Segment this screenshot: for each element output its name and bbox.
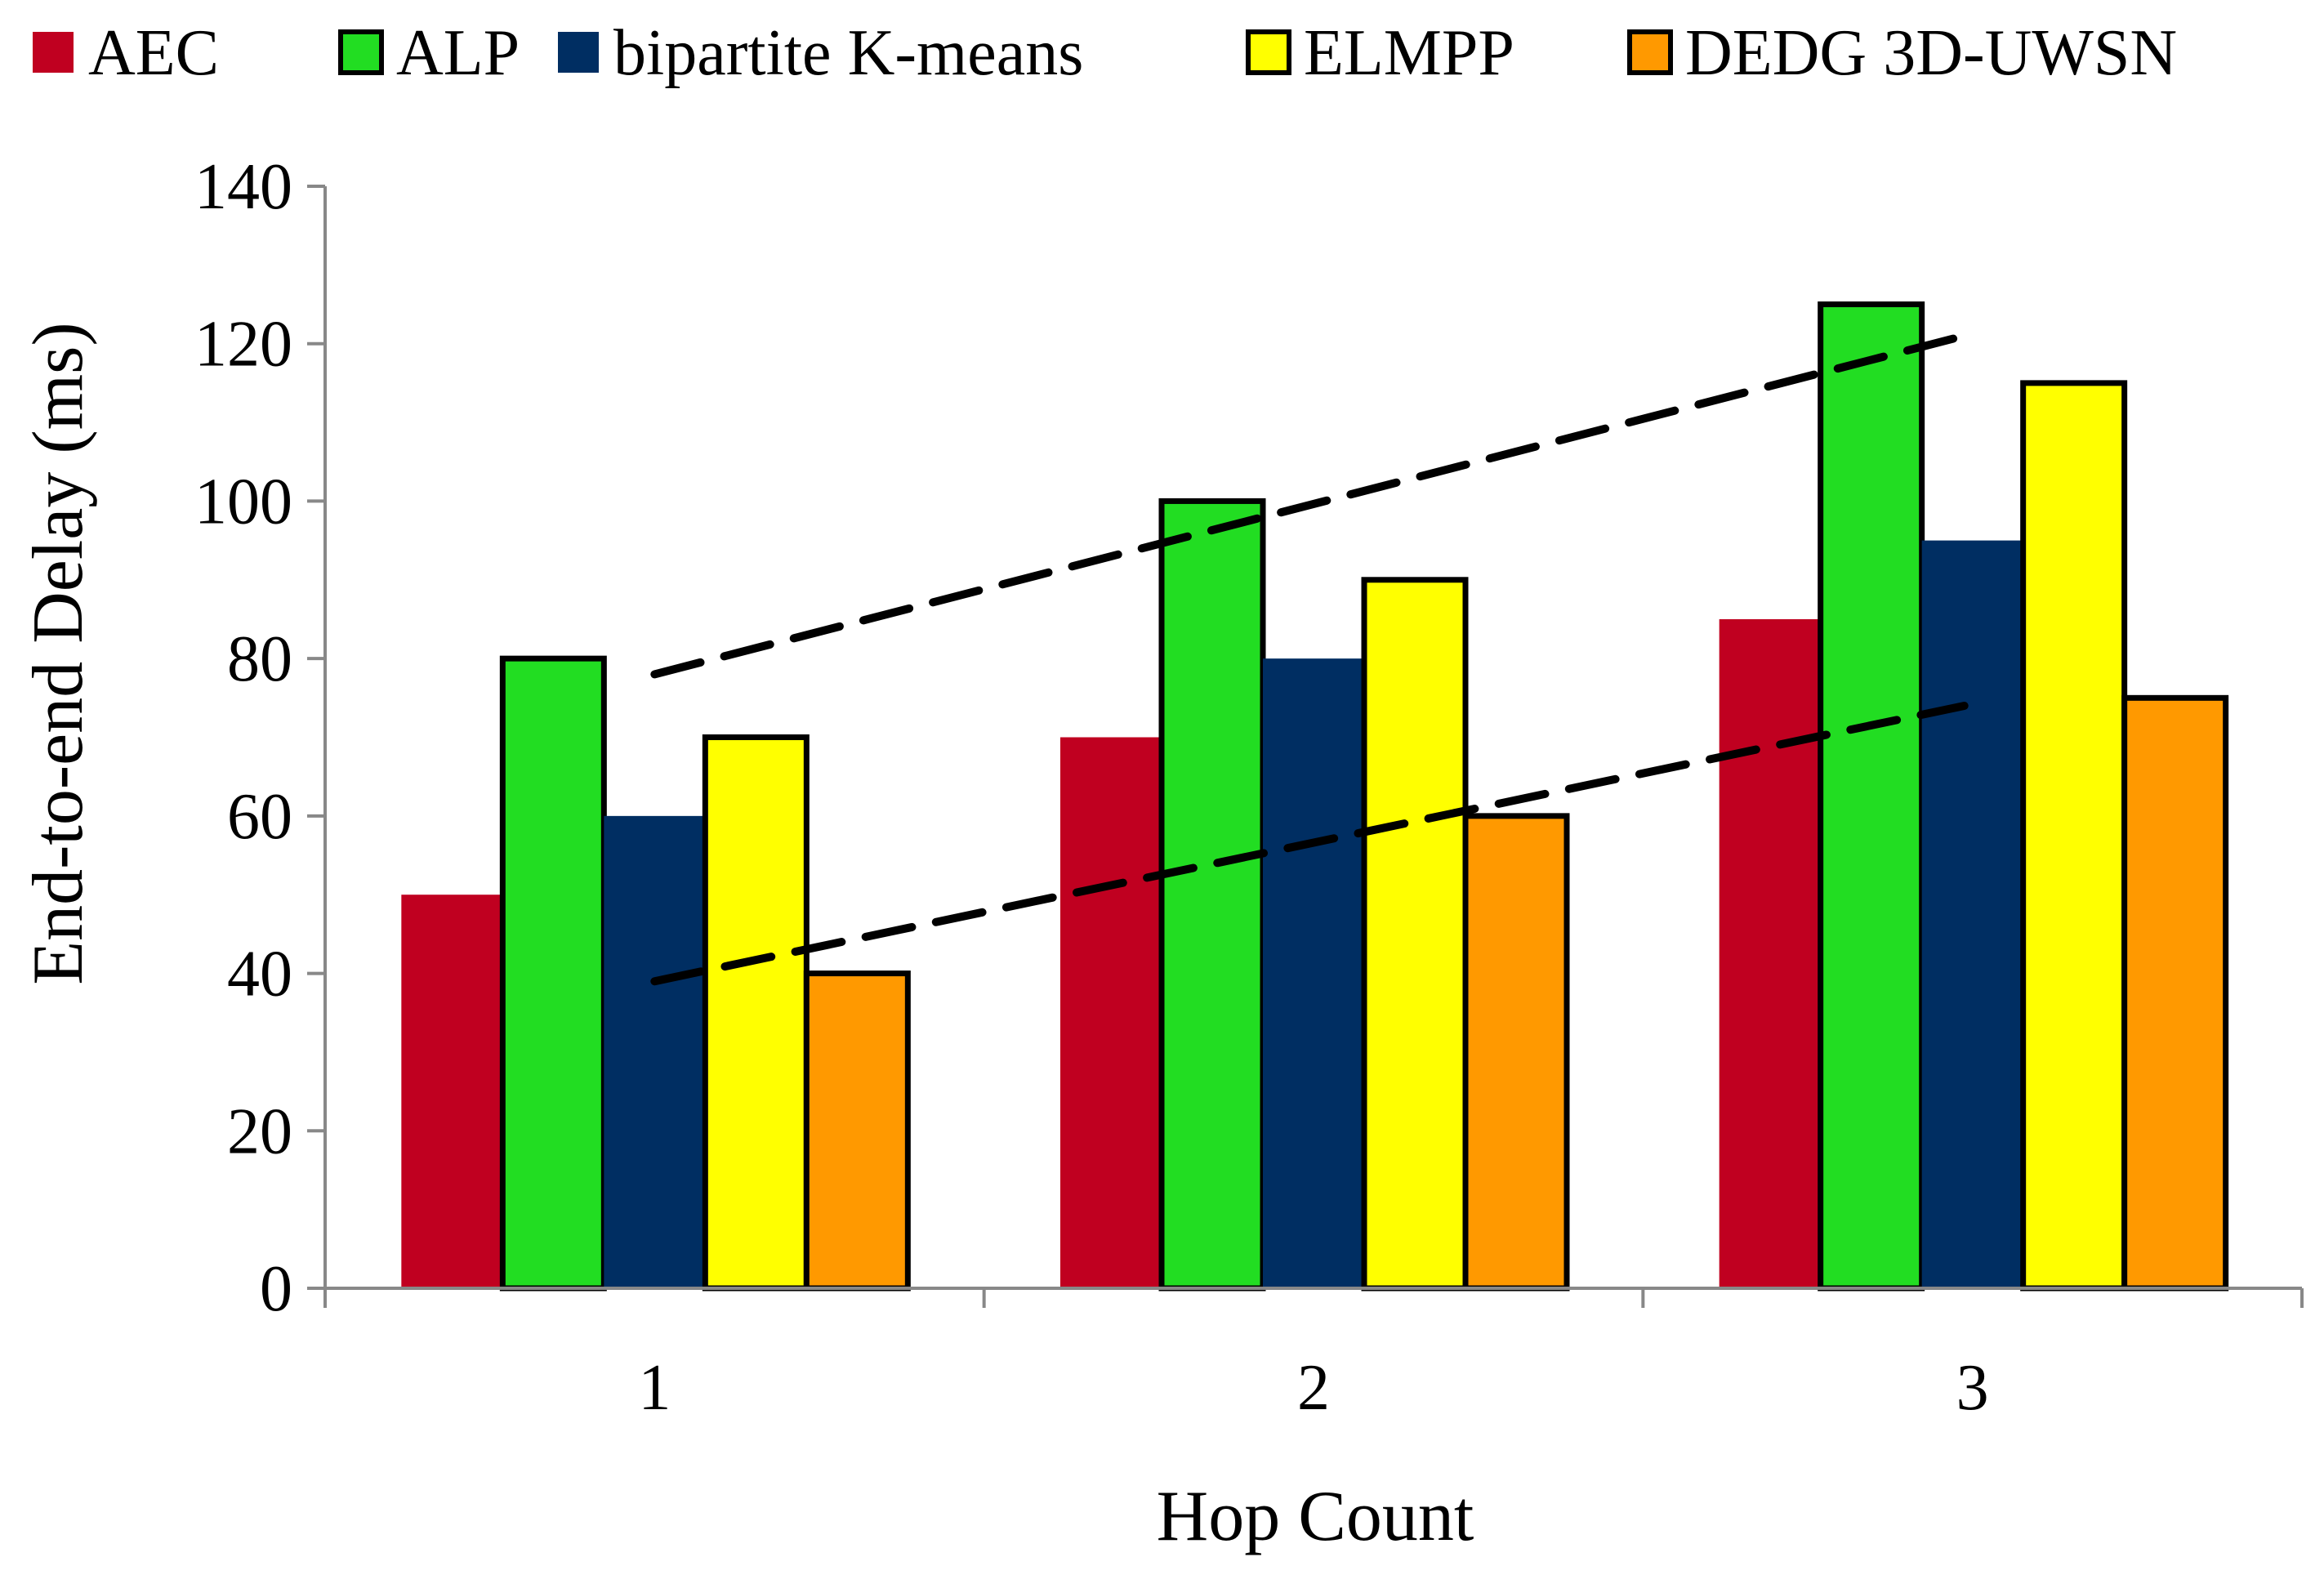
y-tick-label-0: 0: [260, 1253, 292, 1325]
bar-dedg-3d-uwsn-hop-3: [2121, 694, 2229, 1292]
y-tick-label-60: 60: [227, 781, 292, 853]
legend-label-elmpp: ELMPP: [1304, 17, 1514, 89]
axes: 0 20 40 60 80 100 120 140 1 2 3: [194, 151, 2304, 1424]
bar-elmpp-hop-1: [702, 734, 810, 1292]
bar-bipartite-k-means-hop-1: [604, 815, 706, 1288]
legend: AEC ALP bipartite K-means ELMPP DEDG 3D-UWSN: [33, 17, 2177, 89]
bar-dedg-3d-uwsn-hop-1: [803, 970, 911, 1292]
bar-alp-hop-1: [499, 655, 607, 1292]
bar-bipartite-k-means-hop-2: [1263, 658, 1364, 1288]
x-tick-label-2: 2: [1297, 1352, 1330, 1424]
bar-bipartite-k-means-hop-3: [1921, 540, 2023, 1288]
x-tick-label-3: 3: [1956, 1352, 1989, 1424]
legend-label-bipartite-k-means: bipartite K-means: [613, 17, 1083, 89]
bars: [401, 301, 2229, 1292]
y-tick-label-140: 140: [194, 151, 292, 223]
bar-elmpp-hop-3: [2020, 380, 2128, 1292]
lower-trend-line: [650, 701, 1969, 986]
legend-swatch-elmpp: [1246, 29, 1291, 75]
legend-swatch-dedg-3d-uwsn: [1627, 29, 1673, 75]
y-tick-label-80: 80: [227, 623, 292, 695]
legend-label-aec: AEC: [88, 17, 219, 89]
y-tick-label-100: 100: [194, 466, 292, 538]
legend-swatch-aec: [33, 32, 74, 73]
legend-swatch-alp: [338, 29, 384, 75]
x-tick-label-1: 1: [638, 1352, 671, 1424]
upper-trend-line: [650, 332, 1969, 679]
bar-alp-hop-3: [1818, 301, 1925, 1292]
y-axis-title: End-to-end Delay (ms): [19, 322, 98, 984]
bar-alp-hop-2: [1158, 497, 1266, 1292]
bar-aec-hop-1: [401, 895, 503, 1288]
y-tick-label-120: 120: [194, 309, 292, 381]
legend-label-dedg-3d-uwsn: DEDG 3D-UWSN: [1685, 17, 2177, 89]
bar-elmpp-hop-2: [1361, 577, 1469, 1292]
y-tick-label-40: 40: [227, 939, 292, 1011]
legend-swatch-bipartite-k-means: [558, 32, 599, 73]
bar-aec-hop-3: [1719, 618, 1821, 1288]
x-axis-title: Hop Count: [1157, 1477, 1474, 1556]
y-tick-label-20: 20: [227, 1095, 292, 1167]
trend-lines: [650, 332, 1969, 986]
bar-aec-hop-2: [1060, 737, 1162, 1288]
legend-label-alp: ALP: [396, 17, 520, 89]
bar-dedg-3d-uwsn-hop-2: [1462, 813, 1570, 1292]
